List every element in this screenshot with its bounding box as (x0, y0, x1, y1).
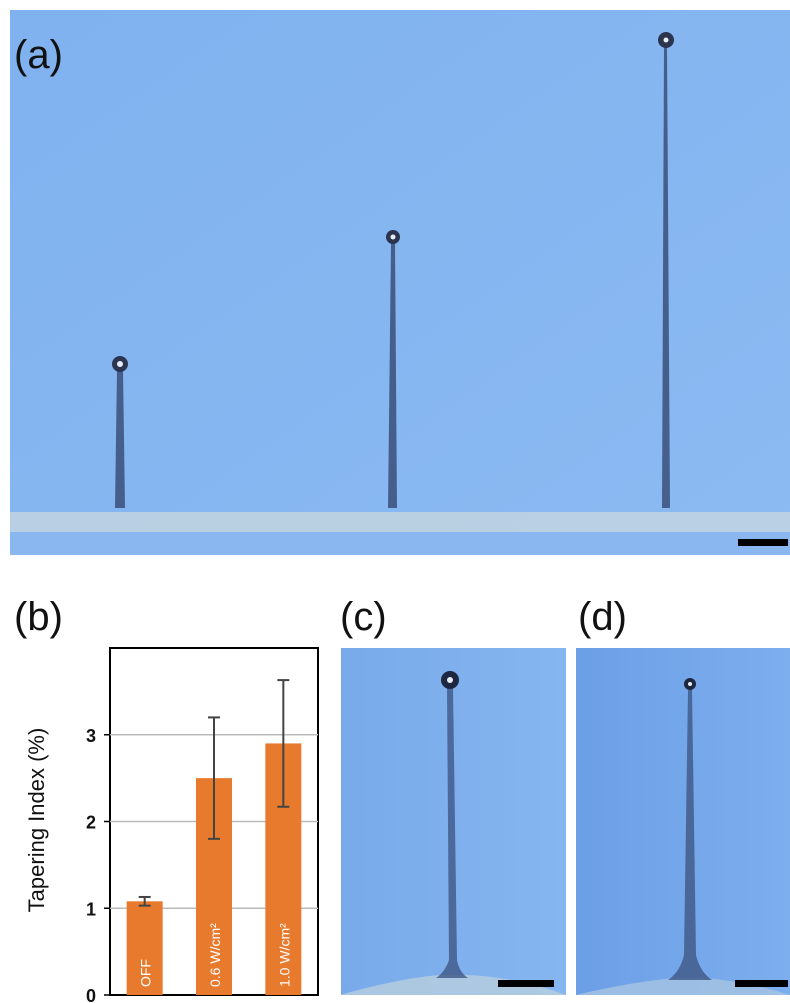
photo-c (340, 648, 566, 995)
panel-label: (d) (578, 595, 627, 639)
panel-label: (c) (340, 595, 387, 639)
y-tick-label: 2 (86, 813, 96, 833)
y-tick-label: 3 (86, 726, 96, 746)
panel-label: (a) (14, 33, 63, 77)
bar-category-label: 0.6 W/cm² (207, 923, 223, 987)
y-tick-label: 0 (86, 986, 96, 1003)
panel-label: (b) (14, 595, 63, 639)
y-axis-label: Tapering Index (%) (24, 728, 49, 913)
bar-category-label: 1.0 W/cm² (276, 923, 292, 987)
photo-d (576, 648, 790, 995)
y-tick-label: 1 (86, 899, 96, 919)
figure: (a) (b) (c) (d) Tapering Index (%) 0 1 2 3 O… (0, 0, 790, 1003)
photo-a (10, 10, 790, 555)
bar-chart: Tapering Index (%) 0 1 2 3 OFF 0.6 W/cm² 1.0 W… (24, 648, 318, 1003)
bar-category-label: OFF (138, 959, 154, 987)
